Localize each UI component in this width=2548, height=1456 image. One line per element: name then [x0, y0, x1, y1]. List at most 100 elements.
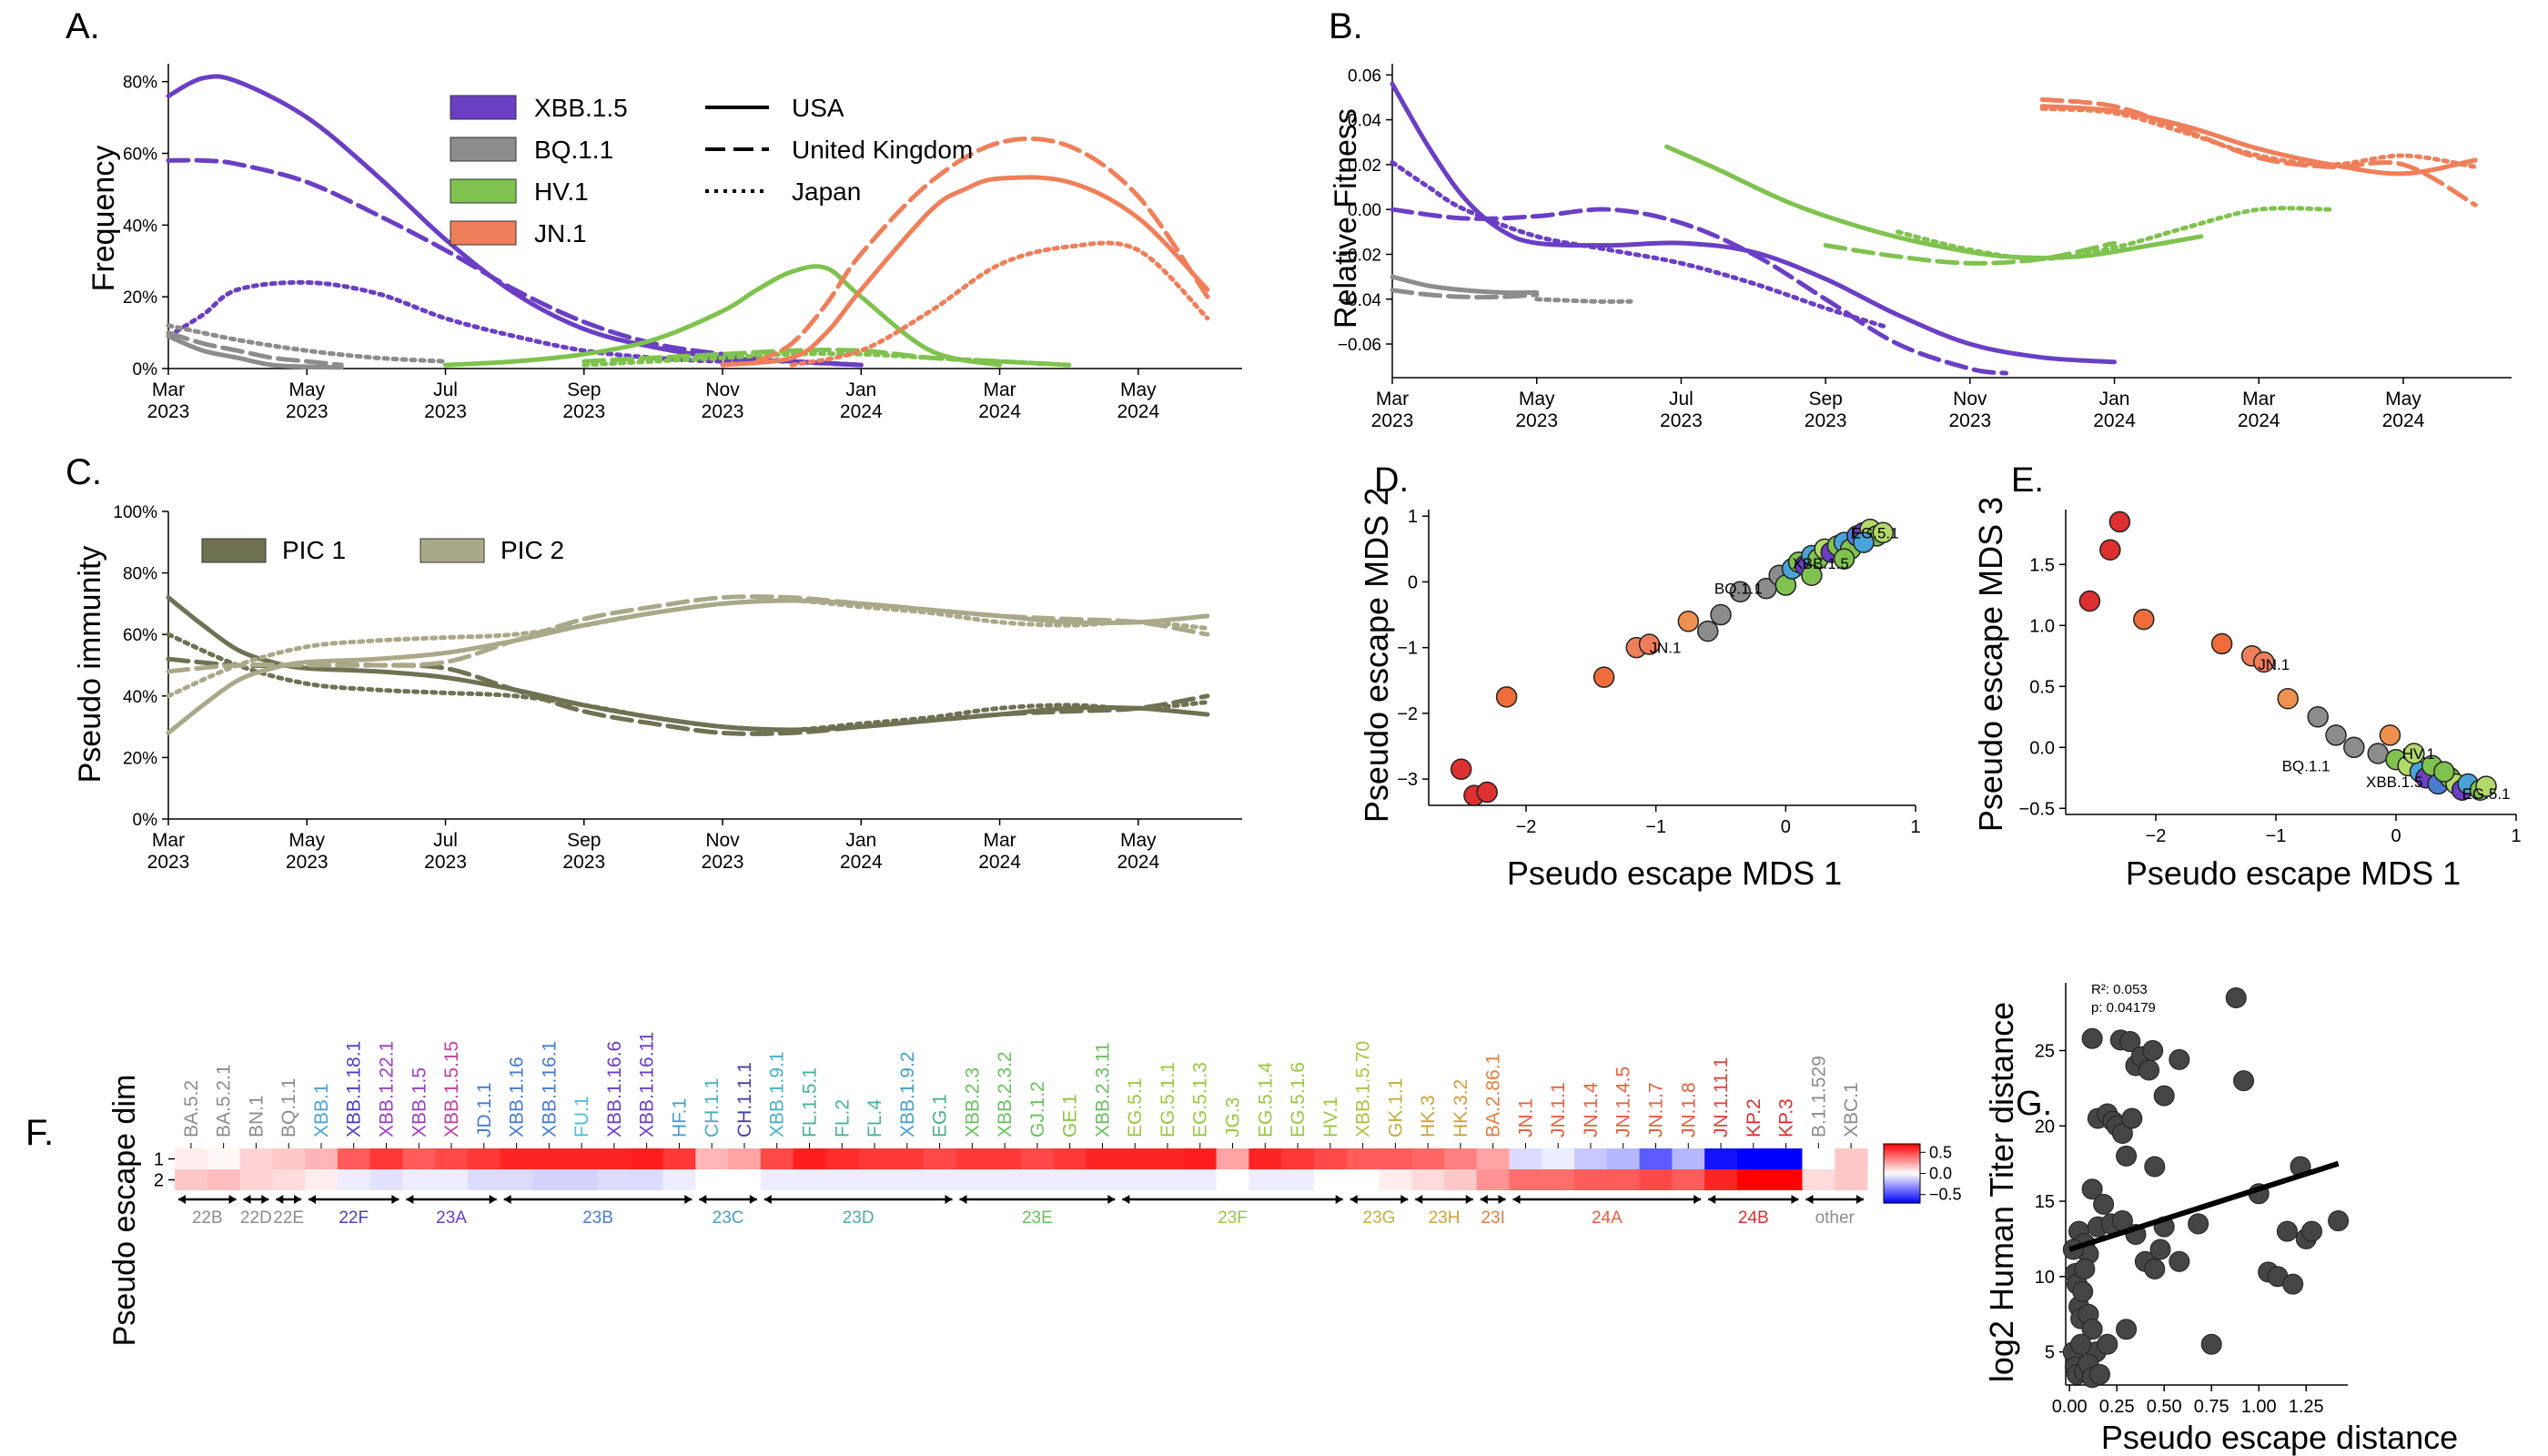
y-tick-label: 1: [1408, 507, 1418, 527]
y-tick-label: 20: [2035, 1117, 2055, 1137]
panel-label: A.: [66, 6, 100, 46]
clade-arrow-head: [1694, 1195, 1702, 1204]
scatter-point: [2081, 1178, 2103, 1200]
colorbar-segment: [1884, 1176, 1920, 1179]
scatter-point: [2138, 1059, 2160, 1081]
heatmap-cell: [1835, 1148, 1868, 1169]
point-label: EG.5.1: [2462, 785, 2511, 803]
heatmap-cell: [1053, 1169, 1087, 1190]
y-tick-label: −3: [1397, 770, 1418, 790]
scatter-point: [2225, 987, 2247, 1009]
clade-arrow-head: [261, 1195, 269, 1204]
heatmap-cell: [565, 1169, 599, 1190]
tick-label-line: 2023: [702, 401, 744, 422]
clade-arrow-head: [228, 1195, 237, 1204]
heatmap-cell: [1151, 1148, 1185, 1169]
lineage-label: XBC.1: [1841, 1082, 1862, 1138]
heatmap-cell: [1476, 1169, 1511, 1190]
tick-label-line: 2024: [840, 852, 883, 873]
heatmap-cell: [695, 1169, 729, 1190]
heatmap-cell: [1313, 1148, 1348, 1169]
scatter-point: [1853, 531, 1875, 553]
heatmap-cell: [1574, 1148, 1608, 1169]
y-tick-label: −2: [1397, 704, 1418, 724]
panel-f: F. Pseudo escape dim 12 BA.5.2 BA.5.2.1 BN.1 B…: [25, 1032, 1962, 1347]
lineage-label: FU.1: [571, 1096, 592, 1138]
x-tick-label: May 2024: [2382, 389, 2425, 431]
y-tick-label: −0.5: [2019, 799, 2055, 819]
clade-arrow-head: [1480, 1195, 1488, 1204]
clade-label: 22B: [192, 1208, 223, 1228]
y-tick-label: 0%: [133, 811, 158, 830]
x-tick-label: Mar 2023: [147, 379, 190, 422]
colorbar-segment: [1884, 1163, 1920, 1167]
clade-arrow-head: [749, 1195, 757, 1204]
lineage-label: XBB.1.16.1: [539, 1041, 560, 1138]
heatmap-cell: [435, 1148, 469, 1169]
scatter-point: [2367, 743, 2389, 764]
heatmap-cell: [1183, 1148, 1218, 1169]
scatter-point: [2108, 511, 2131, 533]
series-line-hv-1-solid: [443, 264, 1002, 368]
heatmap-cell: [1639, 1169, 1673, 1190]
tick-label-line: 2023: [1948, 410, 1991, 431]
tick-label-line: May: [1120, 379, 1157, 400]
legend-swatch: [450, 220, 517, 246]
scatter-point: [2070, 1333, 2092, 1355]
lineage-label: XBB.1.16.6: [604, 1041, 625, 1138]
y-axis-title: Pseudo escape MDS 2: [1358, 488, 1395, 823]
heatmap-cell: [1835, 1169, 1868, 1190]
x-tick-label: Mar 2024: [978, 379, 1021, 422]
clade-arrow-head: [391, 1195, 399, 1204]
heatmap-cell: [728, 1148, 762, 1169]
stat-p: p: 0.04179: [2091, 1000, 2156, 1016]
y-tick-label: 0%: [133, 360, 158, 379]
lineage-label: XBB.2.3.11: [1092, 1042, 1113, 1138]
clade-arrow-head: [1856, 1195, 1864, 1204]
y-tick-label: 5: [2045, 1343, 2055, 1363]
colorbar-segment: [1884, 1153, 1920, 1158]
clade-label: 22F: [339, 1208, 369, 1228]
scatter-point: [2099, 539, 2121, 561]
tick-label-line: Mar: [983, 830, 1016, 851]
colorbar-segment: [1884, 1200, 1920, 1204]
colorbar-segment: [1884, 1168, 1920, 1172]
heatmap-cell: [1542, 1148, 1575, 1169]
colorbar-segment: [1884, 1160, 1920, 1165]
tick-label-line: 2023: [147, 852, 190, 873]
series-line-xbb-1-5-solid: [1390, 81, 2117, 365]
tick-label-line: Jul: [433, 379, 458, 400]
tick-label-line: 2023: [147, 401, 190, 422]
clade-label: 23A: [436, 1208, 467, 1228]
heatmap-cell: [500, 1169, 533, 1190]
heatmap-cell: [956, 1169, 989, 1190]
heatmap-cell: [369, 1148, 403, 1169]
lineage-label: XBB.1.5.70: [1353, 1041, 1374, 1138]
heatmap-cell: [1444, 1148, 1478, 1169]
tick-label-line: Mar: [152, 379, 185, 400]
heatmap-cell: [1574, 1169, 1608, 1190]
heatmap-cell: [402, 1148, 436, 1169]
x-tick-label: Jan 2024: [840, 830, 883, 873]
x-tick-label: −2: [2146, 826, 2167, 846]
heatmap-cell: [1281, 1148, 1315, 1169]
lineage-label: JN.1.4.5: [1613, 1067, 1634, 1138]
lineage-label: HK.3: [1418, 1095, 1439, 1138]
heatmap-cell: [207, 1148, 241, 1169]
tick-label-line: 2024: [840, 401, 883, 422]
heatmap-cell: [793, 1148, 826, 1169]
lineage-label: JN.1: [1515, 1098, 1536, 1138]
x-tick-label: Nov 2023: [702, 830, 744, 873]
lineage-label: JD.1.1: [474, 1082, 495, 1138]
tick-label-line: 2023: [562, 401, 605, 422]
series-line-pic-1-dotted: [166, 632, 1210, 733]
colorbar-segment: [1884, 1148, 1920, 1152]
clade-arrow-head: [178, 1195, 186, 1204]
heatmap-cell: [239, 1169, 273, 1190]
scatter-point: [2276, 1220, 2298, 1242]
panel-g: G. 0.00 0.25 0.50 0.75 1.00 1.25 5 10 15 20 25 Pseud…: [1983, 982, 2458, 1456]
lineage-label: XBB.1.16: [507, 1057, 528, 1138]
tick-label-line: Sep: [567, 830, 601, 851]
tick-label-line: 2023: [424, 852, 467, 873]
